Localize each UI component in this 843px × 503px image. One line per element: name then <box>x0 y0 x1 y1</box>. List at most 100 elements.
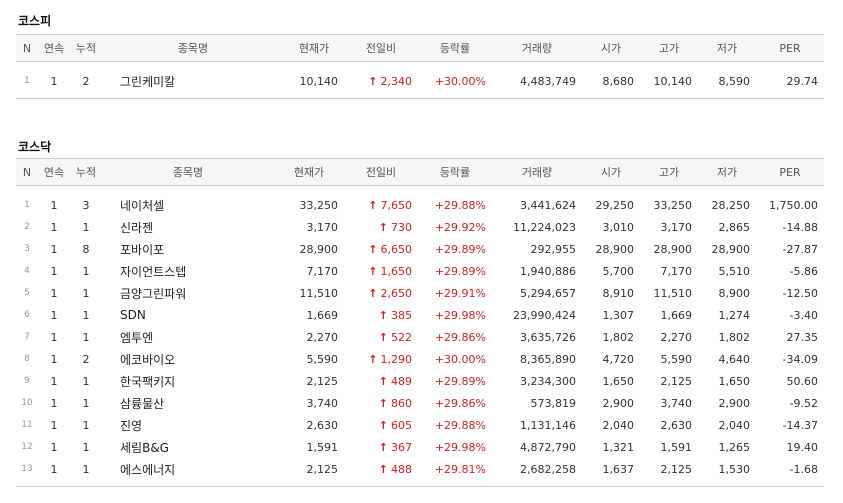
header-total: 누적 <box>70 158 102 186</box>
volume-cell: 5,294,657 <box>520 286 576 300</box>
rate-cell: +29.86% <box>434 396 486 410</box>
kospi-header-row: N 연속 누적 종목명 현재가 전일비 등락률 거래량 시가 고가 저가 PER <box>16 34 824 62</box>
price-cell: 1,669 <box>306 308 339 322</box>
table-row: 5 1 1 금양그린파워 11,510 ↑ 2,650 +29.91% 5,294,657 8,9… <box>16 282 824 304</box>
change-cell: ↑ 488 <box>344 458 418 487</box>
stock-name-link[interactable]: 엠투엔 <box>120 330 154 345</box>
price-cell: 2,630 <box>306 418 339 432</box>
change-cell: ↑ 7,650 <box>344 186 418 217</box>
streak-cell: 1 <box>50 264 58 278</box>
kosdaq-header-row: N 연속 누적 종목명 현재가 전일비 등락률 거래량 시가 고가 저가 PER <box>16 158 824 186</box>
price-cell: 2,125 <box>274 458 344 487</box>
per-cell: 50.60 <box>786 374 819 388</box>
stock-name-link[interactable]: SDN <box>120 308 146 322</box>
header-open: 시가 <box>582 158 640 186</box>
price-cell: 33,250 <box>299 198 339 212</box>
row-number: 3 <box>24 244 30 254</box>
stock-name-link[interactable]: 세림B&G <box>120 440 169 455</box>
per-cell: -27.87 <box>782 242 818 256</box>
change-value: 522 <box>391 330 412 344</box>
stock-name-link[interactable]: 자이언트스텝 <box>120 264 187 279</box>
change-value: 2,340 <box>380 74 413 88</box>
arrow-up-icon: ↑ <box>378 462 388 476</box>
row-number: 5 <box>24 288 30 298</box>
change-cell: ↑ 2,340 <box>344 61 418 99</box>
per-cell: -14.37 <box>782 418 818 432</box>
high-cell: 2,630 <box>660 418 693 432</box>
change-value: 860 <box>391 396 412 410</box>
open-cell: 28,900 <box>595 242 635 256</box>
rate-cell: +29.98% <box>434 308 486 322</box>
row-number: 9 <box>24 376 30 386</box>
low-cell: 8,900 <box>718 286 751 300</box>
high-cell: 5,590 <box>660 352 693 366</box>
arrow-up-icon: ↑ <box>368 198 378 212</box>
volume-cell: 2,682,258 <box>492 458 582 487</box>
volume-cell: 3,635,726 <box>520 330 576 344</box>
header-volume: 거래량 <box>492 34 582 62</box>
stock-name-link[interactable]: 포바이포 <box>120 242 165 257</box>
kospi-section-title: 코스피 <box>18 14 52 28</box>
streak-cell: 1 <box>50 220 58 234</box>
table-row: 3 1 8 포바이포 28,900 ↑ 6,650 +29.89% 292,955 28,900 2… <box>16 238 824 260</box>
high-cell: 10,140 <box>640 61 698 99</box>
price-cell: 28,900 <box>299 242 339 256</box>
change-cell: ↑ 1,650 <box>344 260 418 282</box>
per-cell: -3.40 <box>789 308 818 322</box>
price-cell: 10,140 <box>284 61 344 99</box>
change-value: 1,650 <box>380 264 413 278</box>
stock-name-link[interactable]: 네이처셀 <box>120 198 165 213</box>
total-cell: 1 <box>82 308 90 322</box>
stock-name-link[interactable]: 그린케미칼 <box>102 61 284 99</box>
header-rate: 등락률 <box>418 34 492 62</box>
streak-cell: 1 <box>50 242 58 256</box>
high-cell: 2,125 <box>640 458 698 487</box>
per-cell: -12.50 <box>782 286 818 300</box>
stock-name-link[interactable]: 에코바이오 <box>120 352 176 367</box>
total-cell: 2 <box>82 352 90 366</box>
change-value: 6,650 <box>380 242 413 256</box>
stock-name-link[interactable]: 한국팩키지 <box>120 374 176 389</box>
header-change: 전일비 <box>344 34 418 62</box>
row-number: 1 <box>24 200 30 210</box>
streak-cell: 1 <box>50 396 58 410</box>
open-cell: 1,307 <box>602 308 635 322</box>
stock-name-link[interactable]: 금양그린파워 <box>120 286 187 301</box>
table-row: 13 1 1 에스에너지 2,125 ↑ 488 +29.81% 2,682,258 1,637 2… <box>16 458 824 487</box>
total-cell: 1 <box>82 286 90 300</box>
change-value: 489 <box>391 374 412 388</box>
total-cell: 3 <box>82 198 90 212</box>
stock-name-link[interactable]: 신라젠 <box>120 220 154 235</box>
kospi-table: N 연속 누적 종목명 현재가 전일비 등락률 거래량 시가 고가 저가 PER 1 1 2 그린케미칼 10… <box>16 34 824 99</box>
change-cell: ↑ 2,650 <box>344 282 418 304</box>
open-cell: 1,650 <box>602 374 635 388</box>
volume-cell: 3,441,624 <box>520 198 576 212</box>
header-name: 종목명 <box>102 158 274 186</box>
stock-name-link[interactable]: 삼륭물산 <box>120 396 165 411</box>
stock-name-link[interactable]: 에스에너지 <box>102 458 274 487</box>
price-cell: 3,170 <box>306 220 339 234</box>
rate-cell: +29.86% <box>434 330 486 344</box>
volume-cell: 573,819 <box>530 396 577 410</box>
per-cell: -5.86 <box>789 264 818 278</box>
arrow-up-icon: ↑ <box>368 352 378 366</box>
total-cell: 1 <box>82 396 90 410</box>
rate-cell: +30.00% <box>418 61 492 99</box>
arrow-up-icon: ↑ <box>368 264 378 278</box>
change-cell: ↑ 385 <box>344 304 418 326</box>
high-cell: 3,170 <box>660 220 693 234</box>
header-total: 누적 <box>70 34 102 62</box>
stock-name-link[interactable]: 진영 <box>120 418 143 433</box>
volume-cell: 4,483,749 <box>492 61 582 99</box>
row-number: 11 <box>21 420 33 430</box>
header-low: 저가 <box>698 34 756 62</box>
streak-cell: 1 <box>50 286 58 300</box>
header-price: 현재가 <box>274 158 344 186</box>
header-streak: 연속 <box>38 158 70 186</box>
table-row: 10 1 1 삼륭물산 3,740 ↑ 860 +29.86% 573,819 2,900 3,74… <box>16 392 824 414</box>
streak-cell: 1 <box>38 458 70 487</box>
rate-cell: +30.00% <box>434 352 486 366</box>
price-cell: 3,740 <box>306 396 339 410</box>
rate-cell: +29.81% <box>418 458 492 487</box>
change-cell: ↑ 605 <box>344 414 418 436</box>
